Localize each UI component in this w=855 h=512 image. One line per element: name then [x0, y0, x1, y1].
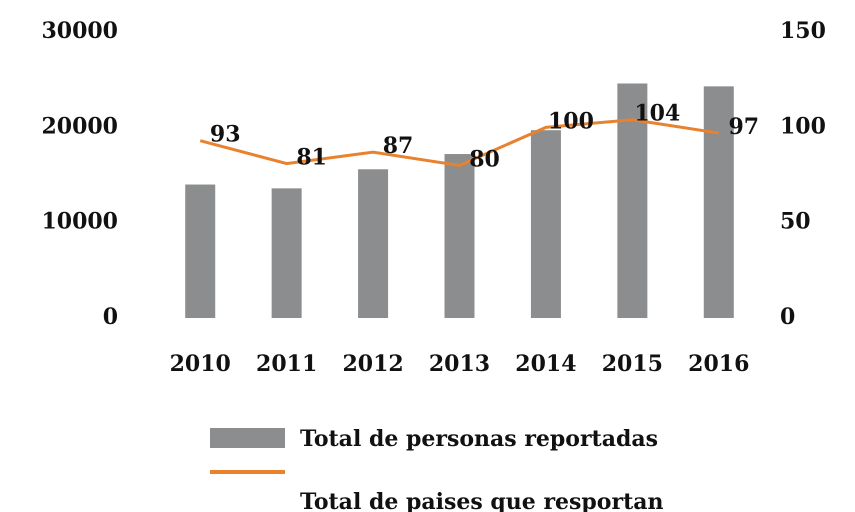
y-tick-label: 0 — [103, 304, 118, 330]
data-label: 81 — [296, 145, 327, 171]
x-tick-label: 2013 — [429, 351, 490, 377]
x-tick-label: 2014 — [515, 351, 576, 377]
x-tick-label: 2016 — [688, 351, 749, 377]
y-tick-label: 30000 — [41, 18, 118, 44]
legend-swatch — [210, 428, 285, 448]
data-label: 100 — [548, 108, 594, 134]
x-tick-label: 2010 — [170, 351, 231, 377]
bar — [271, 188, 302, 318]
bar — [444, 154, 475, 318]
data-label: 80 — [469, 146, 500, 172]
x-tick-label: 2015 — [602, 351, 663, 377]
x-tick-label: 2012 — [342, 351, 403, 377]
data-label: 97 — [728, 114, 759, 140]
y2-tick-label: 100 — [780, 113, 826, 139]
line — [199, 118, 720, 168]
data-label: 87 — [383, 133, 414, 159]
data-label: 104 — [634, 101, 680, 127]
bar — [530, 130, 561, 318]
y2-tick-label: 150 — [780, 18, 826, 44]
legend-label: Total de paises que resportan — [300, 489, 663, 512]
bar — [358, 169, 389, 318]
x-tick-label: 2011 — [256, 351, 317, 377]
legend-label: Total de personas reportadas — [300, 426, 658, 452]
bar — [185, 184, 216, 318]
y-tick-label: 10000 — [41, 209, 118, 235]
y2-tick-label: 0 — [780, 304, 795, 330]
data-label: 93 — [210, 122, 241, 148]
y2-tick-label: 50 — [780, 209, 811, 235]
y-tick-label: 20000 — [41, 113, 118, 139]
bar — [703, 86, 734, 318]
